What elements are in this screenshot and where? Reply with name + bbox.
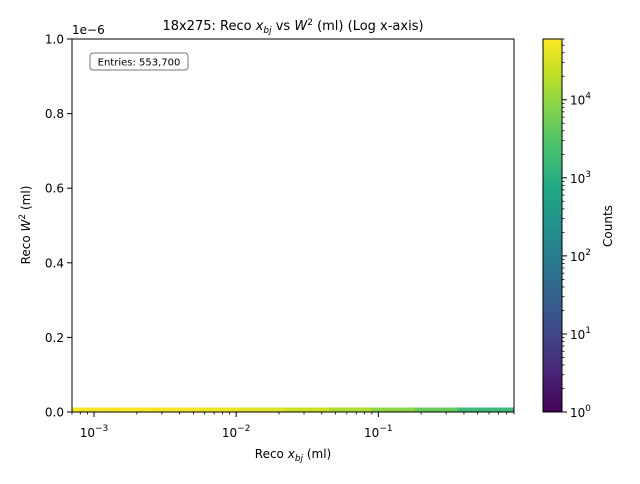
heatmap-cell: [157, 407, 201, 412]
x-axis-label: Reco xbj (ml): [255, 447, 331, 464]
heatmap-cell: [72, 407, 116, 412]
entries-label: Entries: 553,700: [98, 58, 181, 69]
heatmap-cell: [284, 407, 330, 412]
heatmap-cell: [114, 407, 159, 412]
heatmap-cell: [242, 407, 286, 412]
colorbar-tick-label: 101: [570, 326, 591, 342]
y-tick-label: 1.0: [45, 33, 64, 47]
plot-frame: [71, 38, 515, 413]
y-axis-multiplier: 1e−6: [72, 23, 105, 37]
heatmap-cell: [200, 407, 243, 412]
y-axis-label: Reco W2 (ml): [18, 186, 33, 265]
colorbar-label: Counts: [601, 205, 615, 247]
colorbar-ticks: 100 101 102 103 104: [562, 38, 591, 420]
x-axis: 10−3 10−2 10−1: [71, 412, 515, 440]
colorbar: [542, 38, 563, 413]
heatmap-cell: [457, 407, 515, 412]
y-tick-label: 0.2: [45, 331, 64, 345]
x-tick-label: 10−3: [80, 424, 109, 440]
y-tick-label: 0.0: [45, 406, 64, 420]
heatmap-cell: [329, 407, 373, 412]
chart-title: 18x275: Reco xbj vs W2 (ml) (Log x-axis): [162, 18, 423, 36]
heatmap-cells: [72, 407, 515, 412]
colorbar-tick-label: 100: [570, 404, 591, 420]
y-tick-label: 0.4: [45, 256, 64, 270]
y-tick-label: 0.6: [45, 182, 64, 196]
x-tick-label: 10−2: [222, 424, 251, 440]
colorbar-tick-label: 102: [570, 248, 591, 264]
entries-box: Entries: 553,700: [89, 52, 189, 71]
x-tick-label: 10−1: [364, 424, 393, 440]
y-axis: 0.0 0.2 0.4 0.6 0.8 1.0: [45, 33, 72, 420]
heatmap-cell: [371, 407, 416, 412]
colorbar-tick-label: 104: [570, 92, 591, 108]
y-tick-label: 0.8: [45, 107, 64, 121]
heatmap-cell: [414, 407, 458, 412]
colorbar-tick-label: 103: [570, 170, 591, 186]
